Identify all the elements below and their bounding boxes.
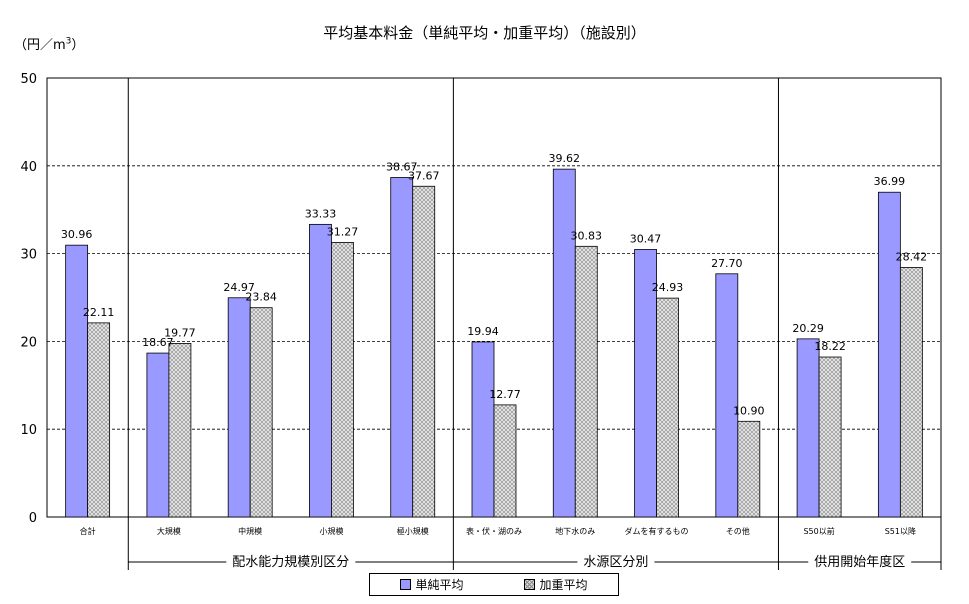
legend-item-simple: 単純平均 — [400, 576, 464, 593]
data-label-simple: 36.99 — [874, 175, 906, 188]
bar-simple-average — [227, 297, 251, 518]
legend-label-weighted: 加重平均 — [539, 578, 588, 592]
x-category-label: ダムを有するもの — [625, 526, 689, 536]
data-label-simple: 30.47 — [630, 232, 662, 245]
bar-simple-average — [390, 177, 414, 518]
x-category-label: 小規模 — [319, 526, 343, 536]
bar-simple-average — [65, 244, 89, 518]
chart-legend: 単純平均 加重平均 — [369, 573, 619, 596]
data-label-simple: 38.67 — [386, 160, 418, 173]
data-label-simple: 39.62 — [549, 152, 581, 165]
y-tick-label: 30 — [20, 248, 37, 263]
x-category-label: 合計 — [80, 526, 96, 536]
bar-simple-average — [146, 352, 170, 518]
data-label-weighted: 18.22 — [814, 340, 846, 353]
data-label-weighted: 12.77 — [489, 388, 521, 401]
y-tick-label: 50 — [20, 72, 37, 87]
y-tick-label: 40 — [20, 160, 37, 175]
x-category-label: 大規模 — [157, 526, 181, 536]
legend-item-weighted: 加重平均 — [524, 576, 588, 593]
bar-weighted-average — [493, 404, 517, 518]
legend-label-simple: 単純平均 — [415, 578, 464, 592]
x-category-label: その他 — [726, 526, 750, 536]
bar-simple-average — [715, 273, 739, 518]
data-label-weighted: 31.27 — [327, 225, 359, 238]
data-label-weighted: 30.83 — [571, 229, 603, 242]
y-axis-unit-label: （円／m3） — [14, 36, 85, 53]
x-category-label: 極小規模 — [397, 526, 429, 536]
group-label: 水源区分別 — [583, 555, 648, 570]
bar-weighted-average — [331, 242, 354, 518]
data-label-simple: 27.70 — [711, 257, 743, 270]
data-label-weighted: 19.77 — [164, 326, 196, 339]
bar-simple-average — [552, 168, 576, 518]
data-label-weighted: 37.67 — [408, 169, 440, 182]
bar-simple-average — [796, 338, 820, 518]
bar-weighted-average — [412, 185, 436, 518]
bar-weighted-average — [656, 297, 679, 518]
y-tick-label: 20 — [20, 335, 37, 350]
bar-weighted-average — [574, 245, 598, 518]
bar-weighted-average — [87, 322, 111, 518]
data-label-simple: 24.97 — [223, 281, 255, 294]
data-label-weighted: 28.42 — [896, 250, 928, 263]
bar-simple-average — [877, 191, 901, 518]
x-category-label: S51以降 — [885, 526, 916, 536]
x-category-label: 表・伏・湖のみ — [466, 526, 522, 536]
bar-weighted-average — [168, 343, 192, 518]
data-label-simple: 19.94 — [467, 325, 499, 338]
legend-swatch-weighted — [524, 579, 536, 590]
data-label-simple: 18.67 — [142, 336, 174, 349]
group-label: 供用開始年度区 — [814, 554, 905, 570]
bar-weighted-average — [249, 307, 273, 518]
data-label-simple: 20.29 — [792, 322, 824, 335]
data-label-weighted: 24.93 — [652, 281, 684, 294]
data-label-weighted: 23.84 — [245, 291, 277, 304]
bar-simple-average — [309, 223, 332, 518]
data-label-weighted: 22.11 — [83, 306, 115, 319]
x-category-label: 地下水のみ — [555, 526, 595, 536]
x-category-label: 中規模 — [238, 526, 262, 536]
data-label-weighted: 10.90 — [733, 404, 765, 417]
data-label-simple: 30.96 — [61, 228, 93, 241]
group-label: 配水能力規模別区分 — [232, 555, 349, 570]
x-category-label: S50以前 — [803, 526, 834, 536]
bar-weighted-average — [899, 267, 923, 518]
data-label-simple: 33.33 — [305, 207, 337, 220]
legend-swatch-simple — [400, 579, 412, 590]
chart-title: 平均基本料金（単純平均・加重平均）（施設別） — [323, 24, 646, 42]
bar-weighted-average — [818, 356, 842, 518]
y-tick-label: 10 — [20, 423, 37, 438]
bar-weighted-average — [737, 420, 761, 518]
y-tick-label: 0 — [29, 511, 37, 526]
bar-simple-average — [471, 341, 495, 518]
